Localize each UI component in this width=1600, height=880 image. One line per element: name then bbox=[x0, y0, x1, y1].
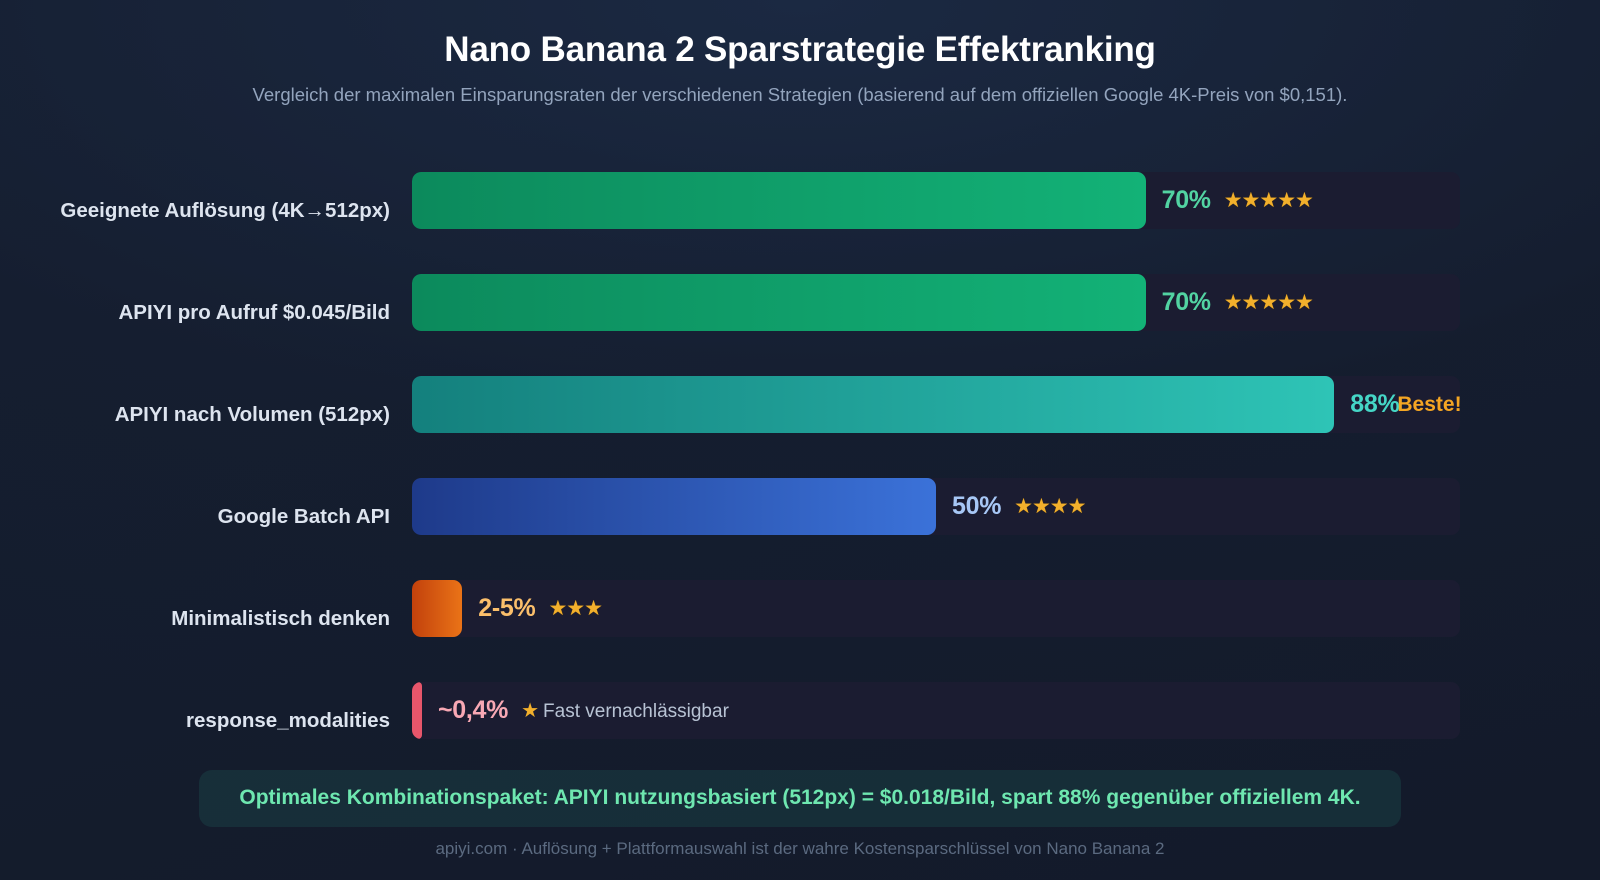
bar-track bbox=[412, 172, 1460, 229]
bar-row: Google Batch API 50% ★★★★ bbox=[0, 466, 1600, 568]
bar-track bbox=[412, 274, 1460, 331]
bar-rows: Geeignete Auflösung (4K→512px) 70% ★★★★★ AP… bbox=[0, 160, 1600, 772]
bar-row: APIYI pro Aufruf $0.045/Bild 70% ★★★★★ bbox=[0, 262, 1600, 364]
bar-row-label-text: Geeignete Auflösung (4K→512px) bbox=[60, 199, 390, 222]
bar-fill bbox=[412, 376, 1335, 433]
bar-row-label-text: APIYI nach Volumen (512px) bbox=[114, 403, 390, 426]
chart-footer: Optimales Kombinationspaket: APIYI nutzu… bbox=[0, 770, 1600, 859]
bar-row-label: Minimalistisch denken bbox=[0, 568, 390, 670]
footer-source-note: apiyi.com · Auflösung + Plattformauswahl… bbox=[435, 839, 1165, 858]
bar-row: APIYI nach Volumen (512px) 88% Beste! bbox=[0, 364, 1600, 466]
bar-row: response_modalities ~0,4% ★ Fast vernachläs… bbox=[0, 670, 1600, 772]
bar-track bbox=[412, 682, 1460, 739]
bar-fill bbox=[412, 580, 463, 637]
bar-fill bbox=[412, 172, 1146, 229]
bar-row-label-text: Minimalistisch denken bbox=[171, 607, 390, 630]
chart-subtitle: Vergleich der maximalen Einsparungsraten… bbox=[252, 84, 1348, 105]
bar-track bbox=[412, 478, 1460, 535]
bar-row: Geeignete Auflösung (4K→512px) 70% ★★★★★ bbox=[0, 160, 1600, 262]
bar-track bbox=[412, 376, 1460, 433]
chart-title: Nano Banana 2 Sparstrategie Effektrankin… bbox=[444, 30, 1156, 69]
bar-row-label: Geeignete Auflösung (4K→512px) bbox=[0, 160, 390, 262]
bar-row: Minimalistisch denken 2-5% ★★★ bbox=[0, 568, 1600, 670]
bar-row-label: APIYI pro Aufruf $0.045/Bild bbox=[0, 262, 391, 364]
bar-row-label-text: response_modalities bbox=[186, 709, 390, 732]
bar-fill bbox=[412, 274, 1146, 331]
bar-track bbox=[412, 580, 1460, 637]
bar-row-label-text: APIYI pro Aufruf $0.045/Bild bbox=[118, 301, 391, 324]
bar-fill bbox=[412, 478, 936, 535]
bar-row-label: response_modalities bbox=[0, 670, 390, 772]
footer-highlight-box: Optimales Kombinationspaket: APIYI nutzu… bbox=[199, 770, 1401, 827]
bar-row-label: Google Batch API bbox=[0, 466, 390, 568]
bar-fill bbox=[412, 682, 422, 739]
bar-row-label: APIYI nach Volumen (512px) bbox=[0, 364, 390, 466]
chart-header: Nano Banana 2 Sparstrategie Effektrankin… bbox=[0, 0, 1600, 106]
bar-row-label-text: Google Batch API bbox=[217, 505, 390, 528]
